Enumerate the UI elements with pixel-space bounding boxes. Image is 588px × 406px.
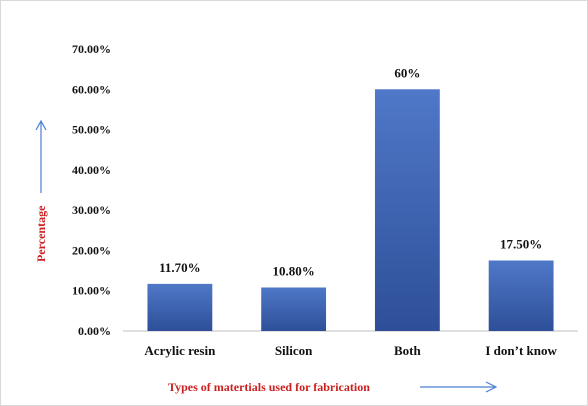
category-label: I don’t know xyxy=(485,343,557,358)
data-label: 17.50% xyxy=(500,237,542,252)
bar xyxy=(488,260,554,331)
data-label: 60% xyxy=(394,65,420,80)
y-axis-title: Percentage xyxy=(34,205,48,262)
category-label: Acrylic resin xyxy=(144,343,216,358)
y-tick-label: 60.00% xyxy=(72,82,111,96)
bar xyxy=(147,283,213,331)
y-tick-label: 0.00% xyxy=(78,324,111,338)
y-axis-arrow-icon xyxy=(35,119,47,193)
y-tick-label: 40.00% xyxy=(72,163,111,177)
x-axis-arrow-icon xyxy=(420,381,498,393)
category-label: Silicon xyxy=(275,343,313,358)
data-label: 11.70% xyxy=(159,260,201,275)
y-tick-label: 30.00% xyxy=(72,203,111,217)
x-axis-title: Types of matertials used for fabrication xyxy=(168,380,370,394)
category-labels: Acrylic resin Silicon Both I don’t know xyxy=(144,343,557,358)
y-axis-ticks: 0.00% 10.00% 20.00% 30.00% 40.00% 50.00% 60.00… xyxy=(72,42,111,338)
y-tick-label: 20.00% xyxy=(72,243,111,257)
bar xyxy=(261,287,327,331)
bar xyxy=(374,89,440,332)
data-label: 10.80% xyxy=(273,263,315,278)
y-tick-label: 70.00% xyxy=(72,42,111,56)
bars xyxy=(147,89,554,332)
data-labels: 11.70% 10.80% 60% 17.50% xyxy=(159,65,542,278)
category-label: Both xyxy=(394,343,422,358)
y-tick-label: 50.00% xyxy=(72,123,111,137)
y-tick-label: 10.00% xyxy=(72,284,111,298)
